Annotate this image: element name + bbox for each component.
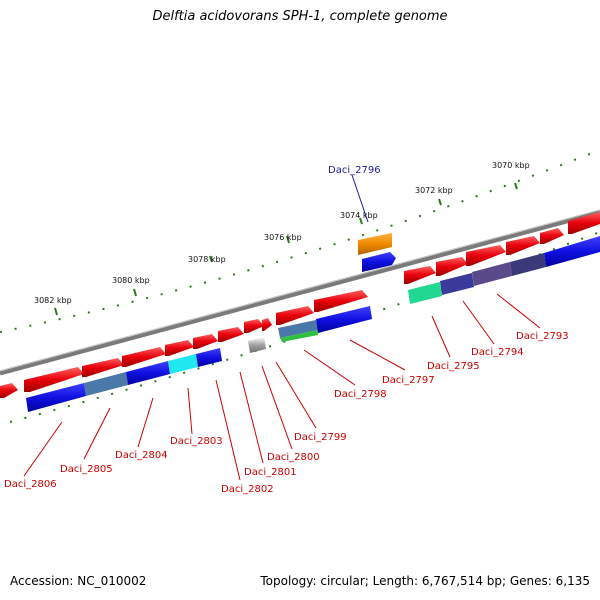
gene-bar	[280, 330, 318, 342]
gene-label: Daci_2802	[221, 484, 274, 495]
gene-arrow	[0, 383, 18, 398]
gene-arrow	[165, 340, 194, 356]
gene-bar	[84, 372, 128, 396]
gene-label: Daci_2800	[267, 452, 320, 463]
scale-label: 3080 kbp	[112, 276, 150, 285]
gene-label: Daci_2794	[471, 347, 524, 358]
reverse-genes	[26, 236, 600, 412]
gene-arrow	[218, 327, 244, 342]
gene-bar	[278, 320, 318, 338]
accession-text: Accession: NC_010002	[10, 574, 147, 588]
gene-bar	[544, 236, 600, 267]
highlight-leader	[351, 174, 369, 223]
scale-label: 3070 kbp	[492, 161, 530, 170]
highlighted-gene	[358, 233, 396, 272]
scale-label: 3082 kbp	[34, 296, 72, 305]
scale-labels: 3070 kbp 3072 kbp 3074 kbp 3076 kbp 3078…	[34, 161, 530, 305]
gene-labels: Daci_2796 Daci_2793 Daci_2794 Daci_2795 …	[4, 165, 569, 495]
gene-arrow	[404, 266, 436, 284]
gene-label: Daci_2797	[382, 375, 435, 386]
scale-label: 3076 kbp	[264, 233, 302, 242]
gene-bar	[196, 348, 222, 367]
gene-arrow	[506, 236, 540, 255]
gene-bar	[316, 306, 372, 333]
label-leaders	[23, 293, 541, 481]
gene-bar	[26, 383, 86, 412]
gene-arrow	[82, 358, 124, 377]
gene-arrow	[193, 334, 218, 349]
gene-label: Daci_2793	[516, 331, 569, 342]
gene-label: Daci_2805	[60, 464, 113, 475]
gene-arrow	[276, 306, 314, 325]
gene-bar	[408, 282, 442, 304]
scale-label: 3078 kbp	[188, 255, 226, 264]
gene-arrow	[244, 319, 264, 333]
gene-arrow	[466, 245, 506, 266]
genome-title: Delftia acidovorans SPH-1, complete geno…	[152, 9, 448, 24]
gene-bar	[248, 337, 266, 353]
gene-bar	[510, 253, 546, 276]
gene-label: Daci_2803	[170, 436, 223, 447]
scale-track	[0, 149, 600, 333]
gene-arrow	[262, 318, 272, 331]
gene-label: Daci_2796	[328, 165, 381, 176]
gene-bar	[472, 262, 512, 286]
topology-text: Topology: circular; Length: 6,767,514 bp…	[260, 574, 590, 588]
genome-backbone	[0, 209, 600, 376]
forward-genes	[0, 212, 600, 398]
gene-label: Daci_2804	[115, 450, 168, 461]
gene-arrow	[24, 367, 84, 392]
gene-arrow	[122, 347, 166, 367]
gene-arrow	[540, 228, 564, 244]
gene-label: Daci_2798	[334, 389, 387, 400]
gene-arrow	[314, 290, 368, 312]
gene-bar	[126, 361, 170, 385]
gene-label: Daci_2801	[244, 467, 297, 478]
gene-label: Daci_2799	[294, 432, 347, 443]
gene-arrow	[436, 257, 468, 276]
gene-label: Daci_2795	[427, 361, 480, 372]
scale-label: 3074 kbp	[340, 211, 378, 220]
gene-arrow	[568, 212, 600, 234]
gene-bar	[440, 273, 474, 295]
gene-bar	[168, 354, 198, 374]
scale-label: 3072 kbp	[415, 186, 453, 195]
gene-label: Daci_2806	[4, 479, 57, 490]
